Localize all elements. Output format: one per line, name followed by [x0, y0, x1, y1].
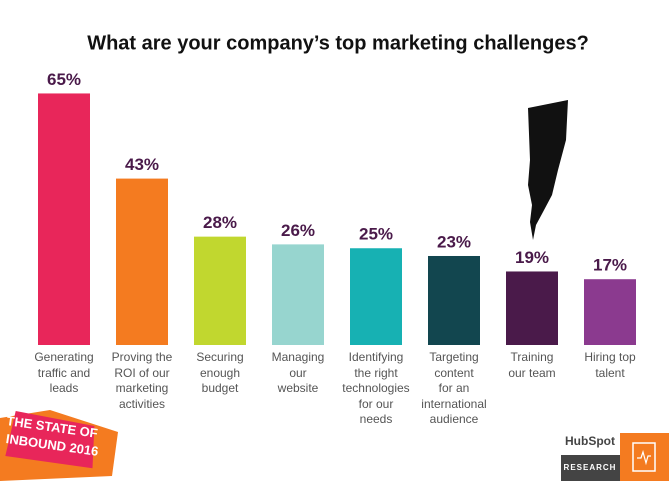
icon: [632, 442, 656, 472]
bar: [116, 178, 168, 345]
bar: [272, 244, 324, 345]
category-label: Generating traffic and leads: [34, 350, 94, 395]
chart-title: What are your company’s top marketing ch…: [87, 32, 589, 54]
value-label: 23%: [437, 232, 471, 251]
value-label: 28%: [203, 213, 237, 232]
category-label: Targeting content for an international a…: [421, 350, 487, 426]
category-label: Identifying the right technologies for o…: [342, 350, 410, 426]
category-label: Hiring top talent: [584, 350, 636, 380]
value-label: 17%: [593, 256, 627, 275]
x-tick-label: Hiring top talent: [584, 350, 636, 380]
pointing-hand: [528, 100, 568, 240]
x-tick-label: Securing enough budget: [196, 350, 244, 395]
bar: [506, 271, 558, 345]
x-tick-label: Training our team: [508, 350, 556, 380]
bar: [194, 236, 246, 345]
x-tick-label: Managing our website: [271, 350, 325, 395]
bar: [584, 279, 636, 345]
bar: [350, 248, 402, 345]
value-label: 65%: [47, 70, 81, 89]
label-box: [561, 455, 620, 481]
x-tick-label: Targeting content for an international a…: [421, 350, 487, 426]
x-tick-label: Proving the ROI of our marketing activit…: [111, 350, 173, 411]
value-label: 25%: [359, 225, 393, 244]
value-label: 43%: [125, 155, 159, 174]
value-label: 26%: [281, 221, 315, 240]
category-label: Securing enough budget: [196, 350, 244, 395]
bar: [428, 255, 480, 345]
bar: [38, 93, 90, 345]
category-label: Training our team: [508, 350, 556, 380]
value-label: 19%: [515, 248, 549, 267]
x-tick-label: Identifying the right technologies for o…: [342, 350, 410, 426]
x-tick-label: Generating traffic and leads: [34, 350, 94, 395]
category-label: Managing our website: [271, 350, 325, 395]
category-label: Proving the ROI of our marketing activit…: [111, 350, 173, 411]
label: RESEARCH: [564, 463, 617, 472]
icon: [637, 449, 651, 466]
logo: HubSpot: [565, 434, 615, 448]
